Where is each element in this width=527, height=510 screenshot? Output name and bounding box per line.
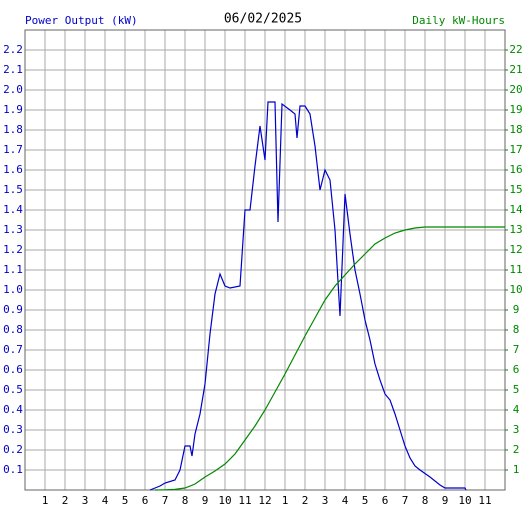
- y-tick-label: 0.3: [3, 423, 23, 436]
- y-tick-label: 1.6: [3, 163, 23, 176]
- y-tick-label: 1.5: [3, 183, 23, 196]
- y2-tick-label: 7: [513, 343, 520, 356]
- y2-tick-label: 5: [513, 383, 520, 396]
- x-tick-label: 4: [102, 494, 109, 507]
- y-tick-label: 1.3: [3, 223, 23, 236]
- y-tick-label: 1.0: [3, 283, 23, 296]
- x-tick-label: 5: [362, 494, 369, 507]
- y-tick-label: 0.6: [3, 363, 23, 376]
- y-tick-label: 0.2: [3, 443, 23, 456]
- y2-tick-label: 11: [509, 263, 522, 276]
- x-tick-label: 1: [42, 494, 49, 507]
- x-tick-label: 8: [182, 494, 189, 507]
- y-tick-label: 0.7: [3, 343, 23, 356]
- y-tick-label: 2.1: [3, 63, 23, 76]
- y2-tick-label: 19: [509, 103, 522, 116]
- y2-tick-label: 14: [509, 203, 523, 216]
- y2-tick-label: 2: [513, 443, 520, 456]
- y-tick-label: 1.7: [3, 143, 23, 156]
- y-tick-label: 2.2: [3, 43, 23, 56]
- y2-tick-label: 10: [509, 283, 522, 296]
- x-tick-label: 3: [82, 494, 89, 507]
- y2-tick-label: 17: [509, 143, 522, 156]
- y-tick-label: 0.8: [3, 323, 23, 336]
- y-axis-label: Power Output (kW): [25, 14, 138, 27]
- y2-tick-label: 21: [509, 63, 522, 76]
- x-tick-label: 12: [258, 494, 271, 507]
- x-tick-label: 9: [442, 494, 449, 507]
- x-tick-label: 11: [238, 494, 251, 507]
- x-tick-label: 2: [302, 494, 309, 507]
- x-tick-label: 7: [402, 494, 409, 507]
- plot-border: [24, 29, 506, 491]
- y2-tick-label: 15: [509, 183, 522, 196]
- x-tick-label: 3: [322, 494, 329, 507]
- y-tick-label: 0.1: [3, 463, 23, 476]
- series-line: [149, 101, 467, 491]
- y2-tick-label: 9: [513, 303, 520, 316]
- x-tick-label: 4: [342, 494, 349, 507]
- x-tick-label: 1: [282, 494, 289, 507]
- y2-tick-label: 20: [509, 83, 522, 96]
- y-tick-label: 1.8: [3, 123, 23, 136]
- y2-tick-label: 22: [509, 43, 522, 56]
- y-tick-label: 1.9: [3, 103, 23, 116]
- y2-tick-label: 1: [513, 463, 520, 476]
- series-line: [154, 226, 505, 491]
- y2-tick-label: 18: [509, 123, 522, 136]
- y-tick-label: 2.0: [3, 83, 23, 96]
- y2-tick-label: 16: [509, 163, 522, 176]
- y2-tick-label: 12: [509, 243, 522, 256]
- x-tick-label: 10: [218, 494, 231, 507]
- x-tick-label: 2: [62, 494, 69, 507]
- y-tick-label: 0.9: [3, 303, 23, 316]
- x-tick-label: 8: [422, 494, 429, 507]
- x-tick-label: 6: [382, 494, 389, 507]
- y-tick-label: 1.2: [3, 243, 23, 256]
- x-tick-label: 9: [202, 494, 209, 507]
- y2-tick-label: 4: [513, 403, 520, 416]
- y2-axis-label: Daily kW-Hours: [412, 14, 505, 27]
- x-tick-label: 11: [478, 494, 491, 507]
- y-tick-label: 0.5: [3, 383, 23, 396]
- x-tick-label: 5: [122, 494, 129, 507]
- y-tick-label: 0.4: [3, 403, 23, 416]
- y-tick-label: 1.1: [3, 263, 23, 276]
- y-tick-label: 1.4: [3, 203, 23, 216]
- y2-tick-label: 13: [509, 223, 522, 236]
- x-tick-label: 7: [162, 494, 169, 507]
- x-tick-label: 6: [142, 494, 149, 507]
- x-tick-label: 10: [458, 494, 471, 507]
- y2-tick-label: 3: [513, 423, 520, 436]
- y2-tick-label: 6: [513, 363, 520, 376]
- y2-tick-label: 8: [513, 323, 520, 336]
- chart-title: 06/02/2025: [224, 12, 302, 27]
